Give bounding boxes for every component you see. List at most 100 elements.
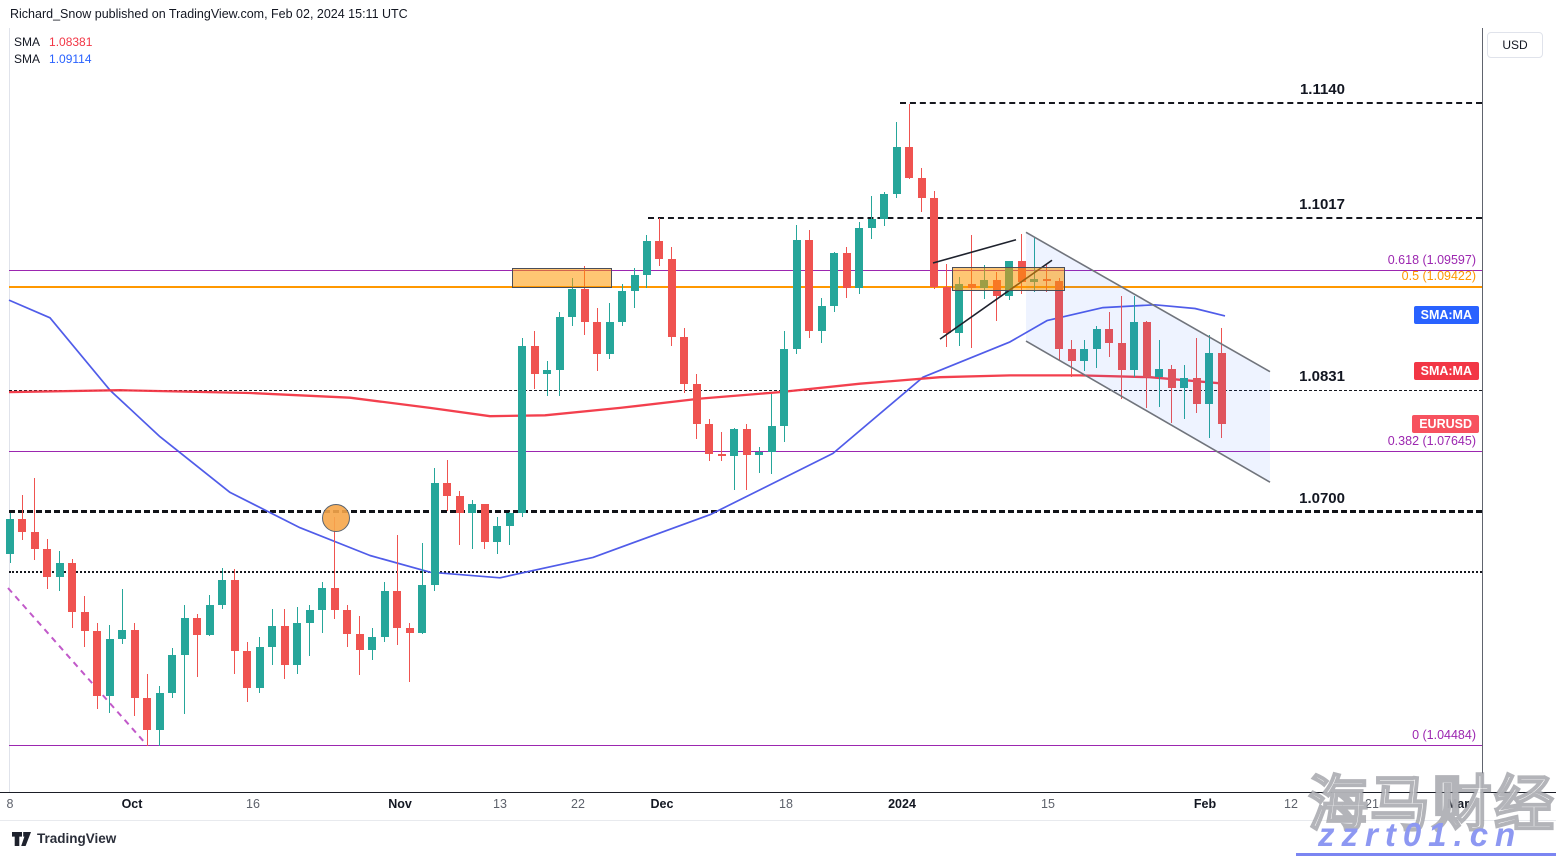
candle-wick [121, 588, 123, 644]
candle [143, 697, 152, 731]
fib-label-0 (1.04484): 0 (1.04484) [1412, 727, 1476, 742]
candle [155, 692, 164, 731]
price-axis[interactable]: 1.115001.110001.105001.100001.095001.090… [1482, 28, 1556, 792]
candle [293, 623, 302, 666]
sma-fast-label: SMA [14, 35, 41, 49]
candle [593, 321, 602, 354]
candle [368, 637, 377, 651]
candle [892, 146, 901, 195]
tradingview-logo-icon [12, 831, 31, 846]
candle-wick [971, 235, 973, 348]
fib-line-0.618 (1.09597)[interactable] [9, 269, 1482, 271]
candle [917, 177, 926, 198]
candle [555, 316, 564, 370]
candle-wick [721, 432, 723, 461]
candle [268, 626, 277, 647]
legend-sma-slow[interactable]: SMA 1.09114 [14, 51, 92, 68]
candle [692, 383, 701, 424]
candle [805, 239, 814, 331]
candle [218, 579, 227, 605]
candle [842, 252, 851, 289]
candle [505, 512, 514, 526]
candle [393, 590, 402, 628]
time-axis-label: 21 [1365, 797, 1379, 811]
legend-sma-fast[interactable]: SMA 1.08381 [14, 34, 92, 51]
level-label-1.0700: 1.0700 [1299, 489, 1345, 507]
time-axis-label: 12 [1284, 797, 1298, 811]
candle [405, 627, 414, 633]
candle [1205, 353, 1214, 405]
fib-line-0.5 (1.09422)[interactable] [9, 285, 1482, 288]
candle [605, 321, 614, 354]
sma-fast-value: 1.08381 [49, 35, 93, 49]
time-axis-label: Nov [388, 797, 412, 811]
candle [380, 590, 389, 638]
candle [118, 629, 127, 640]
candle [68, 562, 77, 613]
time-axis-label: 22 [571, 797, 585, 811]
supply-zone-1[interactable] [512, 267, 612, 289]
level-label-1.1140: 1.1140 [1299, 81, 1345, 99]
candle [568, 289, 577, 317]
time-axis-label: Feb [1193, 797, 1217, 811]
candle [717, 454, 726, 457]
indicator-legend: SMA 1.08381 SMA 1.09114 [14, 34, 92, 68]
candle [867, 219, 876, 228]
candle [830, 252, 839, 306]
candle [318, 588, 327, 611]
candle [343, 610, 352, 635]
candle [455, 496, 464, 513]
sma-ma-tag: SMA:MA [1413, 362, 1479, 380]
chart-pane[interactable]: 1.1140 1.1017 1.0831 1.0700 0.618 (1.09597) 0… [0, 0, 1482, 857]
candle [255, 646, 264, 689]
candle-wick [21, 495, 23, 540]
currency-toggle-button[interactable]: USD [1487, 32, 1543, 58]
candle-wick [409, 623, 411, 682]
candle [193, 617, 202, 636]
level-line-1.1017[interactable] [648, 216, 1482, 219]
candle [1180, 378, 1189, 389]
candle-wick [746, 423, 748, 491]
candle [780, 349, 789, 427]
candle [93, 630, 102, 696]
candle-wick [758, 446, 760, 473]
candle [1105, 328, 1114, 343]
level-line-1.1140[interactable] [900, 102, 1482, 105]
candle [667, 259, 676, 338]
candle [543, 369, 552, 375]
candle [642, 240, 651, 276]
time-axis-label: Mar [1446, 797, 1470, 811]
candle-wick [396, 535, 398, 645]
candle [680, 337, 689, 384]
candle [630, 275, 639, 291]
fib-line-0 (1.04484)[interactable] [9, 744, 1482, 746]
candle [1130, 321, 1139, 370]
circle-marker[interactable] [322, 503, 350, 532]
watermark-underline [1296, 853, 1556, 856]
tradingview-logo[interactable]: TradingView [12, 831, 116, 846]
candle [43, 549, 52, 577]
candle [55, 562, 64, 577]
fib-label-0.5 (1.09422): 0.5 (1.09422) [1401, 268, 1476, 283]
candle-wick [309, 604, 311, 656]
candle [655, 240, 664, 260]
candle [180, 617, 189, 655]
candle [580, 289, 589, 322]
candle [1080, 349, 1089, 362]
candle [243, 651, 252, 689]
time-axis[interactable]: 8 Oct 16 Nov 13 22 Dec 18 2024 15 Feb 12 21 Mar [0, 792, 1556, 816]
candle [705, 423, 714, 455]
candle-wick [546, 361, 548, 396]
candle [430, 483, 439, 586]
candle [468, 504, 477, 513]
candle [518, 345, 527, 513]
sma-ma-tag: SMA:MA [1413, 306, 1479, 324]
candle-wick [871, 196, 873, 239]
supply-zone-2[interactable] [952, 266, 1065, 291]
candle [355, 634, 364, 651]
candle [792, 239, 801, 350]
candle [6, 519, 14, 554]
footer-divider [0, 820, 1556, 821]
time-axis-label: 2024 [888, 797, 916, 811]
